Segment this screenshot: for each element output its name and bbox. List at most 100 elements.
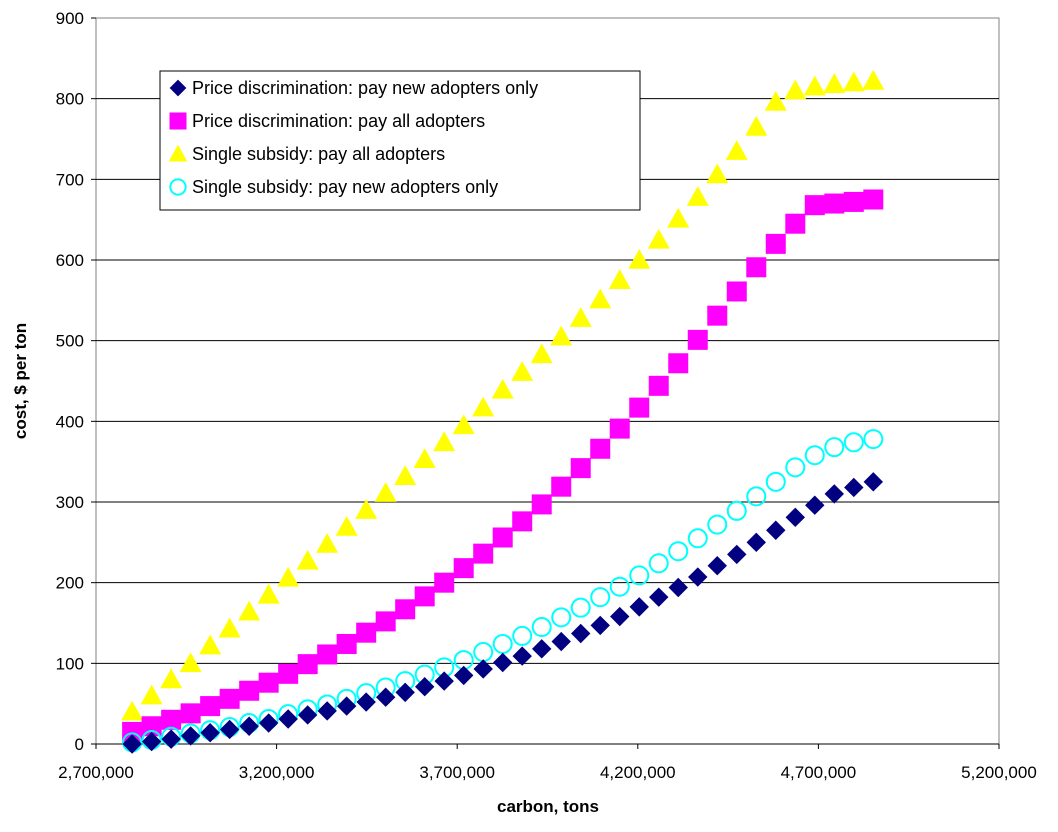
data-point (493, 652, 513, 673)
data-point (492, 527, 513, 548)
legend-marker (169, 112, 187, 130)
data-point (571, 623, 591, 644)
data-point (453, 558, 474, 579)
data-point (629, 397, 650, 418)
gridlines (96, 98, 999, 664)
legend-label: Price discrimination: pay all adopters (192, 111, 485, 131)
data-point (434, 572, 455, 593)
data-point (452, 414, 475, 435)
data-point (297, 654, 318, 675)
y-tick-label: 900 (56, 9, 84, 28)
data-point (823, 73, 846, 93)
data-point (257, 583, 280, 604)
data-point (394, 465, 417, 485)
data-point (648, 375, 669, 396)
data-point (160, 668, 183, 689)
data-point (239, 680, 260, 701)
y-tick-label: 200 (56, 574, 84, 593)
data-point (491, 378, 514, 399)
data-point (200, 722, 220, 743)
data-point (122, 721, 143, 742)
data-point (668, 577, 688, 598)
data-point (200, 696, 221, 717)
data-point (453, 665, 474, 686)
data-point (531, 617, 552, 638)
y-tick-label: 500 (56, 332, 84, 351)
data-point (433, 431, 456, 452)
legend-marker (169, 178, 187, 196)
data-point (784, 79, 807, 100)
x-tick-label: 5,200,000 (961, 763, 1037, 782)
x-tick-label: 2,700,000 (58, 763, 134, 782)
data-point (336, 633, 357, 654)
legend: Price discrimination: pay new adopters o… (159, 70, 641, 211)
data-point (374, 482, 397, 502)
x-axis: 2,700,000 3,200,000 3,700,000 4,200,000 4,70… (58, 743, 1037, 782)
y-tick-label: 700 (56, 170, 84, 189)
data-point (785, 457, 806, 478)
y-tick-label: 100 (56, 654, 84, 673)
data-point (239, 716, 259, 736)
data-point (414, 586, 435, 607)
data-point (277, 566, 300, 587)
x-axis-title: carbon, tons (497, 797, 599, 816)
data-point (629, 565, 650, 586)
legend-marker (169, 79, 187, 97)
data-point (375, 687, 396, 707)
legend-label: Single subsidy: pay new adopters only (192, 177, 498, 197)
data-point (356, 692, 376, 712)
data-point (550, 325, 573, 346)
data-point (414, 677, 435, 697)
data-point (434, 671, 454, 691)
data-point (551, 476, 572, 497)
x-tick-label: 4,700,000 (781, 763, 857, 782)
data-point (843, 432, 864, 453)
data-point (531, 494, 552, 515)
data-point (628, 249, 651, 269)
data-point (746, 257, 767, 278)
data-point (843, 191, 864, 212)
series-diamond (122, 472, 884, 754)
data-point (317, 644, 338, 665)
data-point (706, 163, 729, 184)
data-point (356, 622, 377, 643)
data-point (688, 567, 708, 587)
data-point (258, 672, 279, 693)
data-point (726, 281, 747, 302)
data-point (647, 228, 670, 249)
series-layer (121, 69, 885, 754)
data-point (590, 438, 611, 459)
data-point (785, 507, 805, 528)
data-point (804, 195, 825, 216)
data-point (862, 69, 885, 90)
data-point (316, 532, 339, 553)
y-tick-label: 0 (75, 735, 84, 754)
data-point (649, 587, 669, 607)
y-tick-label: 600 (56, 251, 84, 270)
data-point (668, 541, 689, 562)
data-point (686, 186, 709, 206)
data-point (122, 734, 142, 754)
data-point (610, 606, 630, 627)
data-point (824, 484, 844, 504)
data-point (179, 652, 202, 673)
data-point (219, 719, 240, 740)
data-point (844, 477, 864, 498)
y-axis: 0 100 200 300 400 500 600 700 800 900 (56, 9, 96, 754)
data-point (473, 543, 494, 564)
data-point (863, 189, 884, 210)
data-point (608, 269, 631, 289)
y-tick-label: 800 (56, 90, 84, 109)
data-point (745, 115, 768, 136)
data-point (278, 709, 298, 729)
data-point (785, 213, 806, 234)
data-point (395, 599, 416, 620)
data-point (570, 458, 591, 479)
legend-label: Price discrimination: pay new adopters o… (192, 78, 538, 98)
data-point (180, 726, 201, 746)
data-point (824, 193, 845, 214)
data-point (629, 597, 649, 617)
data-point (648, 553, 669, 574)
data-point (512, 625, 533, 646)
data-point (551, 607, 572, 628)
